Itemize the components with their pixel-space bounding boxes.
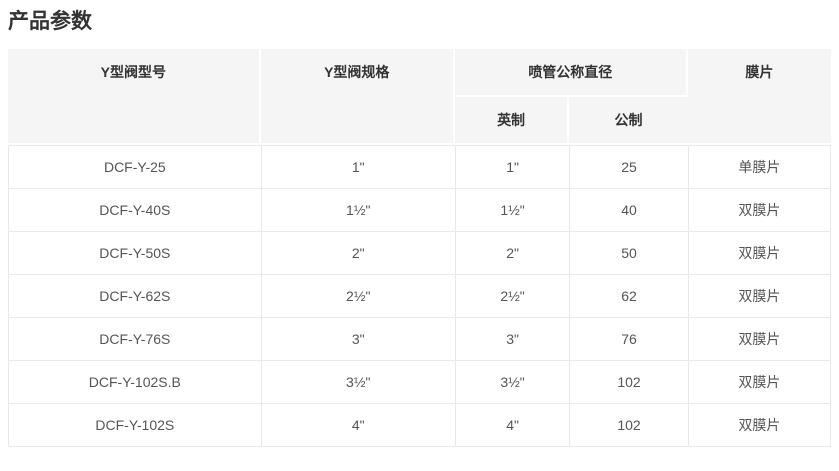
cell-diaphragm: 双膜片 (687, 318, 831, 361)
cell-spec: 1" (260, 145, 455, 189)
cell-imperial: 4" (454, 404, 570, 447)
cell-model: DCF-Y-50S (8, 232, 261, 275)
col-header-spec: Y型阀规格 (260, 49, 455, 145)
cell-imperial: 2" (454, 232, 570, 275)
cell-metric: 40 (569, 189, 688, 232)
table-row: DCF-Y-62S 2½" 2½" 62 双膜片 (8, 275, 831, 318)
cell-spec: 1½" (260, 189, 455, 232)
cell-model: DCF-Y-76S (8, 318, 261, 361)
table-row: DCF-Y-102S 4" 4" 102 双膜片 (8, 404, 831, 447)
cell-spec: 4" (260, 404, 455, 447)
cell-metric: 50 (569, 232, 688, 275)
col-header-diaphragm: 膜片 (687, 49, 831, 145)
col-header-metric: 公制 (569, 97, 688, 145)
cell-metric: 76 (569, 318, 688, 361)
table-row: DCF-Y-50S 2" 2" 50 双膜片 (8, 232, 831, 275)
cell-spec: 3½" (260, 361, 455, 404)
page-title: 产品参数 (8, 10, 92, 33)
cell-metric: 102 (569, 404, 688, 447)
cell-model: DCF-Y-40S (8, 189, 261, 232)
cell-diaphragm: 双膜片 (687, 189, 831, 232)
cell-spec: 2½" (260, 275, 455, 318)
col-header-model: Y型阀型号 (8, 49, 261, 145)
cell-model: DCF-Y-62S (8, 275, 261, 318)
cell-model: DCF-Y-102S.B (8, 361, 261, 404)
header-row-top: Y型阀型号 Y型阀规格 喷管公称直径 膜片 (8, 49, 831, 145)
table-row: DCF-Y-76S 3" 3" 76 双膜片 (8, 318, 831, 361)
col-header-nozzle-diameter: 喷管公称直径 (454, 49, 688, 97)
table-header: Y型阀型号 Y型阀规格 喷管公称直径 膜片 英制 公制 (8, 49, 831, 145)
cell-model: DCF-Y-102S (8, 404, 261, 447)
table-body: DCF-Y-25 1" 1" 25 单膜片 DCF-Y-40S 1½" 1½" … (8, 145, 831, 447)
cell-imperial: 3" (454, 318, 570, 361)
table-row: DCF-Y-25 1" 1" 25 单膜片 (8, 145, 831, 189)
cell-spec: 2" (260, 232, 455, 275)
cell-metric: 62 (569, 275, 688, 318)
product-params-table: Y型阀型号 Y型阀规格 喷管公称直径 膜片 英制 公制 DCF-Y-25 1" … (8, 49, 831, 447)
cell-diaphragm: 单膜片 (687, 145, 831, 189)
cell-diaphragm: 双膜片 (687, 404, 831, 447)
cell-imperial: 1" (454, 145, 570, 189)
cell-metric: 102 (569, 361, 688, 404)
cell-imperial: 3½" (454, 361, 570, 404)
cell-model: DCF-Y-25 (8, 145, 261, 189)
cell-diaphragm: 双膜片 (687, 275, 831, 318)
cell-metric: 25 (569, 145, 688, 189)
header-row-sub: 英制 公制 (8, 97, 831, 145)
col-header-imperial: 英制 (454, 97, 570, 145)
cell-diaphragm: 双膜片 (687, 232, 831, 275)
cell-imperial: 2½" (454, 275, 570, 318)
table-row: DCF-Y-40S 1½" 1½" 40 双膜片 (8, 189, 831, 232)
cell-spec: 3" (260, 318, 455, 361)
product-params-page: 产品参数 Y型阀型号 Y型阀规格 喷管公称直径 膜片 英制 公制 DCF-Y-2… (8, 10, 831, 447)
cell-diaphragm: 双膜片 (687, 361, 831, 404)
cell-imperial: 1½" (454, 189, 570, 232)
table-row: DCF-Y-102S.B 3½" 3½" 102 双膜片 (8, 361, 831, 404)
